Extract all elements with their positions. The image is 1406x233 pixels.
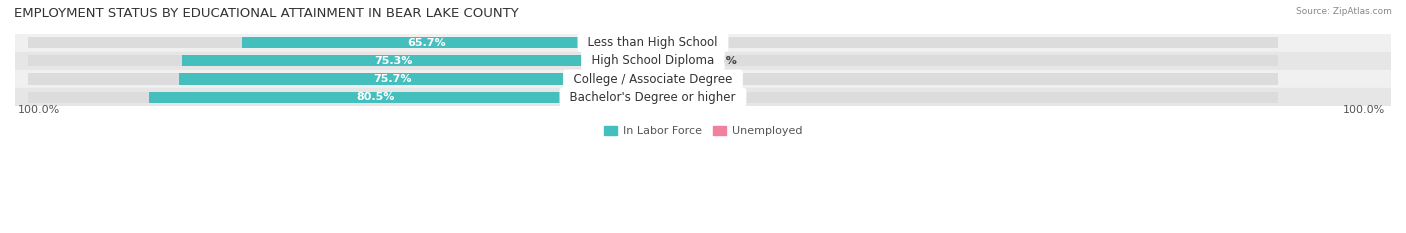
Bar bbox=[28, 37, 652, 48]
Bar bbox=[652, 92, 678, 103]
Bar bbox=[652, 37, 1278, 48]
Bar bbox=[242, 37, 652, 48]
Text: Less than High School: Less than High School bbox=[581, 36, 725, 49]
Text: 1.2%: 1.2% bbox=[673, 74, 704, 84]
Bar bbox=[149, 92, 652, 103]
Bar bbox=[28, 92, 652, 103]
Bar bbox=[15, 34, 1391, 52]
Text: High School Diploma: High School Diploma bbox=[583, 54, 721, 67]
Text: Bachelor's Degree or higher: Bachelor's Degree or higher bbox=[562, 91, 744, 104]
Bar bbox=[28, 55, 652, 66]
Text: 6.5%: 6.5% bbox=[706, 56, 737, 66]
Text: 100.0%: 100.0% bbox=[18, 105, 60, 115]
Bar bbox=[180, 73, 652, 85]
Bar bbox=[652, 55, 1278, 66]
Bar bbox=[652, 73, 1278, 85]
Text: 80.5%: 80.5% bbox=[357, 92, 395, 102]
Bar bbox=[15, 52, 1391, 70]
Bar bbox=[652, 55, 693, 66]
Bar bbox=[15, 88, 1391, 106]
Bar bbox=[181, 55, 652, 66]
Bar bbox=[28, 73, 652, 85]
Text: 3.9%: 3.9% bbox=[690, 92, 721, 102]
Text: College / Associate Degree: College / Associate Degree bbox=[567, 72, 740, 86]
Text: Source: ZipAtlas.com: Source: ZipAtlas.com bbox=[1296, 7, 1392, 16]
Text: 100.0%: 100.0% bbox=[1343, 105, 1385, 115]
Bar bbox=[15, 70, 1391, 88]
Text: EMPLOYMENT STATUS BY EDUCATIONAL ATTAINMENT IN BEAR LAKE COUNTY: EMPLOYMENT STATUS BY EDUCATIONAL ATTAINM… bbox=[14, 7, 519, 20]
Text: 65.7%: 65.7% bbox=[408, 38, 446, 48]
Text: 0.0%: 0.0% bbox=[665, 38, 696, 48]
Bar bbox=[652, 92, 1278, 103]
Text: 75.7%: 75.7% bbox=[374, 74, 412, 84]
Legend: In Labor Force, Unemployed: In Labor Force, Unemployed bbox=[599, 121, 807, 140]
Text: 75.3%: 75.3% bbox=[375, 56, 413, 66]
Bar bbox=[652, 73, 661, 85]
